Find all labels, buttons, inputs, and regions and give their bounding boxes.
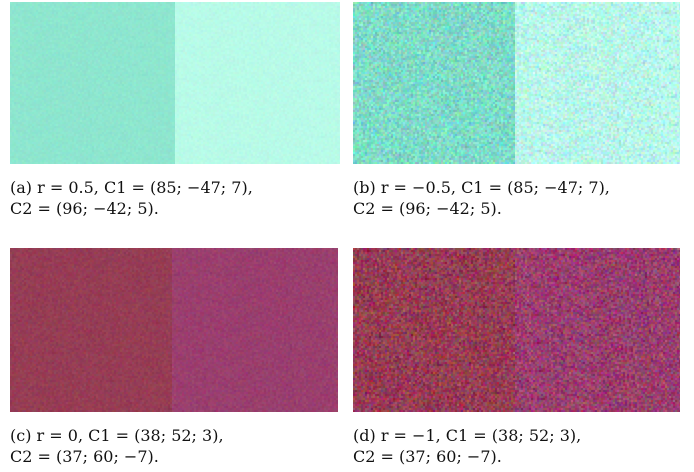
caption-c-line1: (c) r = 0, C1 = (38; 52; 3), (10, 426, 224, 445)
caption-b: (b) r = −0.5, C1 = (85; −47; 7), C2 = (9… (353, 177, 610, 219)
panel-d-right-patch (515, 248, 680, 412)
panel-c-right-patch (172, 248, 338, 412)
caption-c-line2: C2 = (37; 60; −7). (10, 447, 159, 466)
caption-a-line2: C2 = (96; −42; 5). (10, 199, 159, 218)
caption-d-line2: C2 = (37; 60; −7). (353, 447, 502, 466)
caption-d-line1: (d) r = −1, C1 = (38; 52; 3), (353, 426, 582, 445)
panel-d-left-patch (353, 248, 515, 412)
panel-b-right-patch (515, 2, 680, 164)
caption-b-line1: (b) r = −0.5, C1 = (85; −47; 7), (353, 178, 610, 197)
caption-b-line2: C2 = (96; −42; 5). (353, 199, 502, 218)
caption-d: (d) r = −1, C1 = (38; 52; 3), C2 = (37; … (353, 425, 581, 467)
panel-c-left-patch (10, 248, 172, 412)
caption-a: (a) r = 0.5, C1 = (85; −47; 7), C2 = (96… (10, 177, 253, 219)
caption-c: (c) r = 0, C1 = (38; 52; 3), C2 = (37; 6… (10, 425, 224, 467)
caption-a-line1: (a) r = 0.5, C1 = (85; −47; 7), (10, 178, 253, 197)
panel-b-left-patch (353, 2, 515, 164)
panel-a-right-patch (175, 2, 340, 164)
panel-a-left-patch (10, 2, 175, 164)
